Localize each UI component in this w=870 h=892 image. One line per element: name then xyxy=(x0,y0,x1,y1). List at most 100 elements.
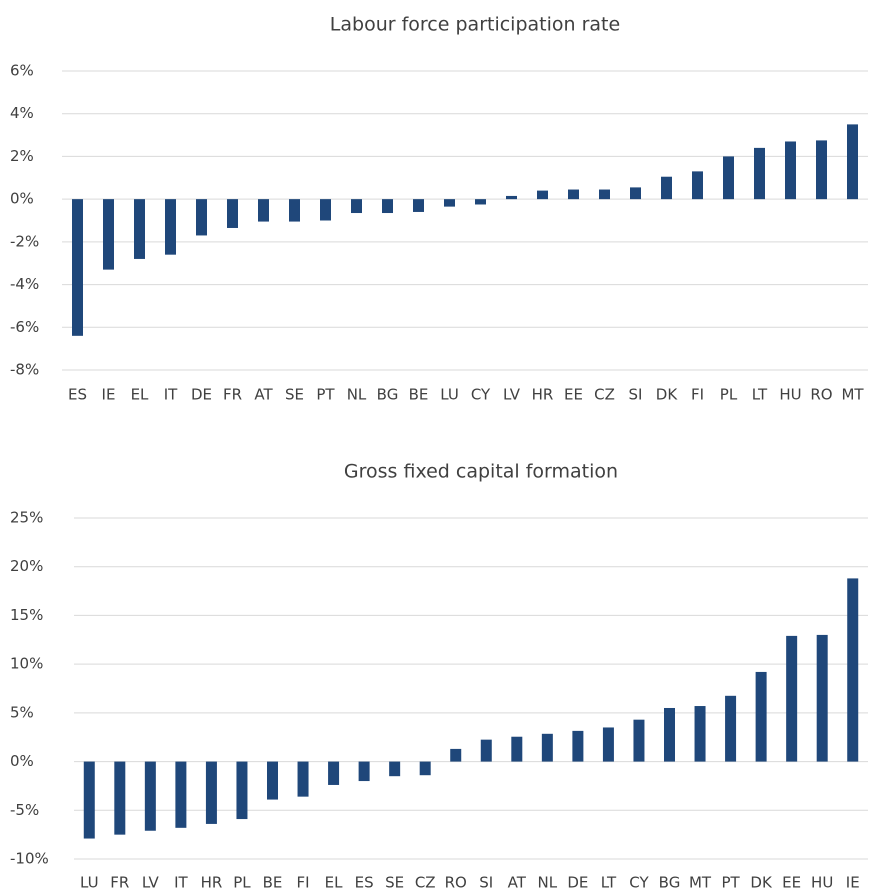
bar xyxy=(236,761,248,820)
y-tick-label: 6% xyxy=(10,62,34,80)
x-tick-label: HU xyxy=(811,874,833,892)
bar xyxy=(358,761,370,782)
x-tick-label: CZ xyxy=(415,874,436,892)
x-tick-label: AT xyxy=(508,874,527,892)
bar xyxy=(633,719,645,762)
x-tick-label: CY xyxy=(471,386,491,404)
x-tick-label: SI xyxy=(629,386,643,404)
x-tick-label: LV xyxy=(503,386,521,404)
bar xyxy=(602,727,614,762)
bar xyxy=(816,140,827,200)
x-tick-label: BG xyxy=(659,874,681,892)
x-tick-label: FR xyxy=(110,874,129,892)
bar xyxy=(351,199,362,214)
x-tick-label: DE xyxy=(191,386,212,404)
bar xyxy=(444,199,455,207)
bar xyxy=(475,199,486,205)
bar xyxy=(382,199,393,214)
bar xyxy=(692,171,703,200)
x-tick-label: BG xyxy=(377,386,399,404)
chart-title: Gross fixed capital formation xyxy=(344,461,618,483)
bar xyxy=(175,761,187,828)
bar xyxy=(568,189,579,200)
x-tick-label: AT xyxy=(254,386,273,404)
x-tick-label: LT xyxy=(752,386,768,404)
x-tick-label: RO xyxy=(810,386,832,404)
x-tick-label: SE xyxy=(385,874,404,892)
y-tick-label: -10% xyxy=(10,850,49,868)
bar xyxy=(289,199,300,222)
y-tick-label: -6% xyxy=(10,318,39,336)
x-tick-label: NL xyxy=(538,874,558,892)
x-tick-label: HU xyxy=(779,386,801,404)
bar xyxy=(413,199,424,212)
x-tick-label: PT xyxy=(316,386,335,404)
x-tick-label: RO xyxy=(445,874,467,892)
x-tick-label: CY xyxy=(629,874,649,892)
x-tick-label: BE xyxy=(263,874,283,892)
bar xyxy=(754,147,765,200)
x-tick-label: ES xyxy=(68,386,87,404)
x-tick-label: FI xyxy=(297,874,310,892)
bar xyxy=(196,199,207,236)
bar xyxy=(103,199,114,270)
y-tick-label: 0% xyxy=(10,190,34,208)
bar xyxy=(328,761,340,785)
bar xyxy=(630,187,641,200)
x-tick-label: EL xyxy=(325,874,343,892)
x-tick-label: FI xyxy=(691,386,704,404)
bar xyxy=(786,635,798,762)
bar xyxy=(537,190,548,200)
y-tick-label: 0% xyxy=(10,752,34,770)
x-tick-label: DE xyxy=(567,874,588,892)
bar xyxy=(83,761,95,839)
bar xyxy=(419,761,431,776)
x-tick-label: SE xyxy=(285,386,304,404)
x-tick-label: EL xyxy=(131,386,149,404)
bar xyxy=(599,189,610,200)
bar xyxy=(755,671,767,762)
x-tick-label: PT xyxy=(721,874,740,892)
bar xyxy=(267,761,278,800)
bar xyxy=(205,761,217,824)
bar xyxy=(144,761,156,831)
bar xyxy=(114,761,126,835)
bar xyxy=(694,706,706,762)
x-tick-label: HR xyxy=(201,874,223,892)
x-tick-label: BE xyxy=(409,386,429,404)
x-tick-label: IT xyxy=(164,386,178,404)
x-tick-label: SI xyxy=(479,874,493,892)
bar xyxy=(165,199,176,255)
x-tick-label: LU xyxy=(440,386,459,404)
bar xyxy=(847,124,858,200)
x-tick-label: FR xyxy=(223,386,242,404)
bar xyxy=(297,761,309,797)
y-tick-label: -5% xyxy=(10,801,39,819)
bar xyxy=(227,199,238,228)
y-tick-label: 15% xyxy=(10,606,43,624)
y-tick-label: 4% xyxy=(10,104,34,122)
x-tick-label: HR xyxy=(532,386,554,404)
x-tick-label: IE xyxy=(846,874,860,892)
bar xyxy=(661,176,672,200)
x-tick-label: CZ xyxy=(594,386,615,404)
bar xyxy=(723,156,734,200)
bar xyxy=(389,761,401,777)
y-tick-label: 2% xyxy=(10,147,34,165)
x-tick-label: DK xyxy=(750,874,773,892)
y-tick-label: 5% xyxy=(10,703,34,721)
bar xyxy=(541,733,553,762)
bar xyxy=(785,141,796,200)
x-tick-label: NL xyxy=(347,386,367,404)
y-tick-label: 25% xyxy=(10,509,43,527)
x-tick-label: PL xyxy=(720,386,738,404)
bar xyxy=(72,199,83,336)
x-tick-label: LU xyxy=(80,874,99,892)
x-tick-label: ES xyxy=(355,874,374,892)
x-tick-label: PL xyxy=(233,874,251,892)
y-tick-label: -2% xyxy=(10,232,39,250)
bar xyxy=(847,578,859,762)
y-tick-label: -8% xyxy=(10,361,39,379)
x-tick-label: IE xyxy=(102,386,116,404)
